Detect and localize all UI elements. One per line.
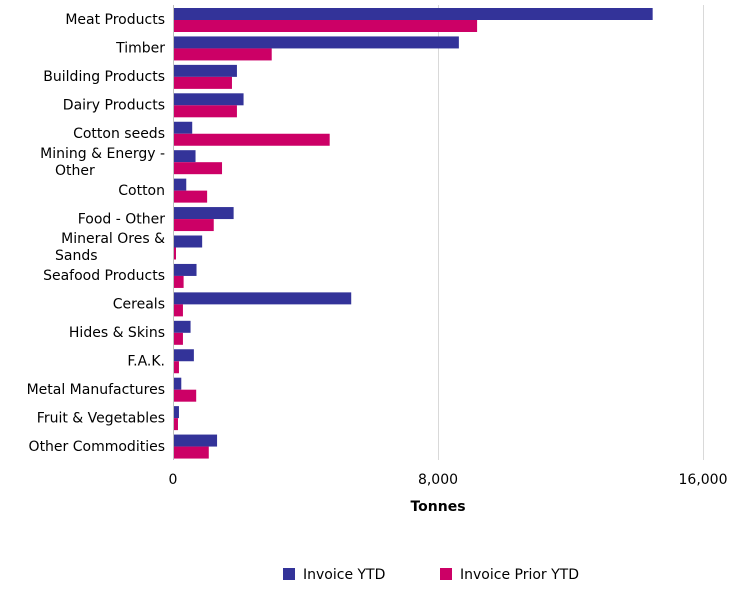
- category-label: Timber: [115, 41, 165, 57]
- bar: [174, 133, 330, 146]
- category-label: F.A.K.: [127, 353, 165, 369]
- legend-swatch: [283, 568, 295, 580]
- category-label: Cotton: [118, 183, 165, 199]
- bar: [174, 36, 459, 49]
- bar: [174, 418, 178, 431]
- tick-labels: 0 8,000 16,000: [169, 472, 728, 488]
- bar: [174, 247, 176, 260]
- category-label: Mineral Ores & Sands: [55, 231, 165, 264]
- bar: [174, 8, 653, 20]
- bar: [174, 332, 183, 345]
- x-tick-label: 8,000: [418, 472, 458, 488]
- bar: [174, 263, 197, 276]
- bar: [174, 105, 237, 118]
- bar: [174, 320, 191, 333]
- bar: [174, 304, 183, 317]
- bar: [174, 275, 184, 288]
- category-label: Other Commodities: [29, 439, 165, 455]
- bar: [174, 76, 232, 89]
- x-axis-title: Tonnes: [410, 499, 465, 515]
- bar: [174, 93, 244, 106]
- bar: [174, 406, 179, 419]
- category-label: Meat Products: [65, 12, 165, 28]
- category-label: Cotton seeds: [73, 126, 165, 142]
- legend-item: Invoice YTD: [283, 567, 385, 583]
- bar: [174, 219, 214, 232]
- grid-lines: [173, 5, 704, 460]
- category-label: Dairy Products: [63, 98, 165, 114]
- legend-label: Invoice YTD: [303, 567, 385, 583]
- bar: [174, 121, 193, 134]
- category-label: Food - Other: [78, 211, 166, 227]
- x-tick-label: 0: [169, 472, 178, 488]
- bar: [174, 162, 223, 175]
- bar: [174, 190, 208, 203]
- bar: [174, 446, 209, 459]
- category-labels: Meat Products Timber Building Products Dair…: [27, 12, 166, 455]
- bar: [174, 178, 187, 191]
- bar: [174, 48, 272, 61]
- category-label: Hides & Skins: [69, 325, 165, 341]
- legend-label: Invoice Prior YTD: [460, 567, 579, 583]
- legend: Invoice YTD Invoice Prior YTD: [283, 567, 579, 583]
- category-label: Building Products: [43, 69, 165, 85]
- bar: [174, 20, 478, 32]
- bar: [174, 377, 182, 390]
- category-label: Mining & Energy -Other: [40, 146, 165, 179]
- bars: [174, 8, 653, 459]
- x-tick-label: 16,000: [679, 472, 728, 488]
- bar: [174, 292, 352, 305]
- bar: [174, 235, 203, 248]
- category-label: Metal Manufactures: [27, 382, 165, 398]
- bar: [174, 207, 234, 220]
- bar: [174, 389, 197, 402]
- bar: [174, 150, 196, 163]
- category-label: Cereals: [113, 297, 165, 313]
- bar: [174, 434, 218, 447]
- legend-swatch: [440, 568, 452, 580]
- category-label: Seafood Products: [43, 268, 165, 284]
- bar: [174, 64, 237, 77]
- bar: [174, 361, 179, 374]
- legend-item: Invoice Prior YTD: [440, 567, 579, 583]
- bar: [174, 349, 194, 362]
- category-label: Fruit & Vegetables: [37, 410, 165, 426]
